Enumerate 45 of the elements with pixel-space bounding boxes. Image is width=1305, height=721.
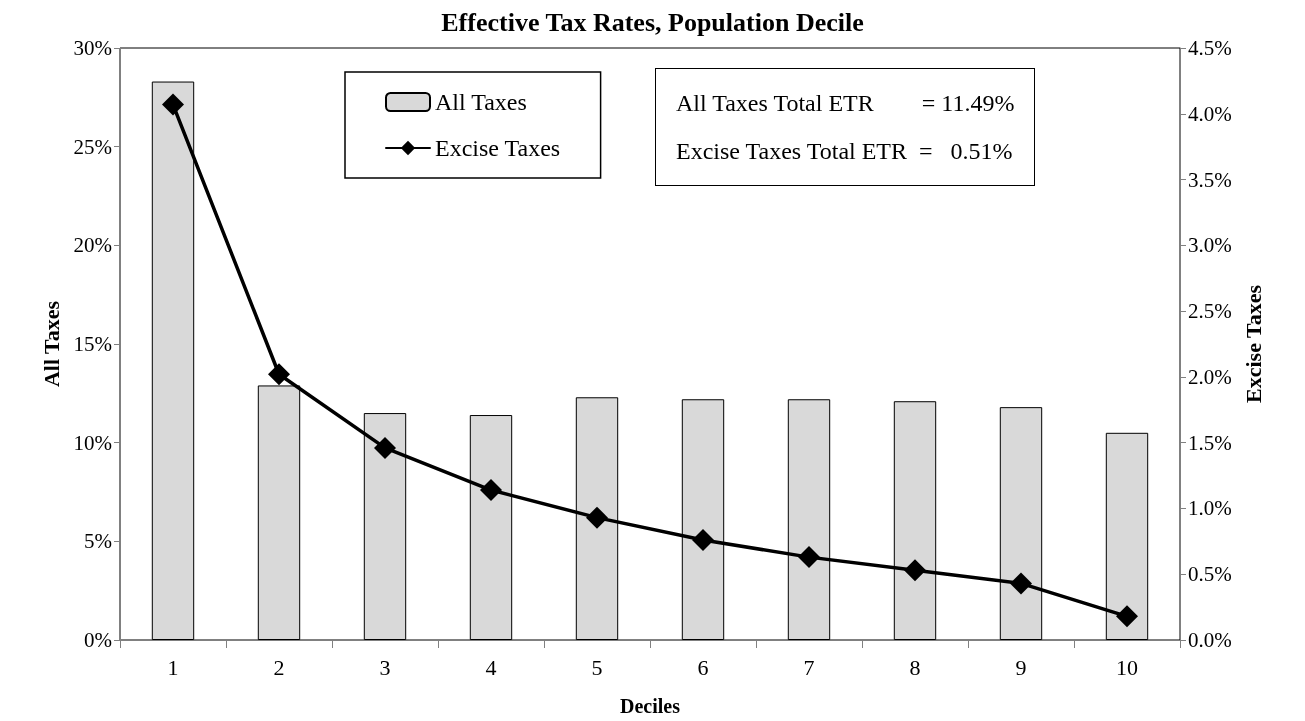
y-tick-label: 0% <box>84 628 112 652</box>
point <box>904 559 926 582</box>
y2-tick-label: 1.5% <box>1188 430 1232 455</box>
y-axis-title: All Taxes <box>38 300 64 388</box>
x-tick-label: 10 <box>1116 654 1138 680</box>
x-tick-label: 9 <box>1015 654 1027 680</box>
point <box>692 529 714 552</box>
y2-tick-label: 4.0% <box>1188 101 1232 126</box>
point <box>586 506 608 529</box>
point <box>268 363 290 386</box>
y-tick-label: 30% <box>73 36 112 60</box>
y2-tick-label: 1.0% <box>1188 496 1232 521</box>
y-tick-label: 25% <box>73 134 112 159</box>
y2-tick-label: 2.5% <box>1188 299 1232 324</box>
y2-tick-label: 0.5% <box>1188 562 1232 587</box>
point <box>480 479 502 502</box>
x-tick-label: 1 <box>167 654 179 680</box>
point <box>1010 572 1032 595</box>
y2-tick-label: 3.0% <box>1188 233 1232 258</box>
y2-tick-label: 2.0% <box>1188 364 1232 389</box>
point <box>162 93 184 116</box>
y-tick-label: 5% <box>84 529 112 554</box>
x-tick-label: 8 <box>909 654 921 680</box>
chart-title: Effective Tax Rates, Population Decile <box>441 7 864 37</box>
x-tick-label: 4 <box>485 654 497 680</box>
x-tick-label: 3 <box>379 654 391 680</box>
x-tick-label: 5 <box>591 654 603 680</box>
point <box>1116 605 1138 628</box>
annotation: All Taxes Total ETR = 11.49% <box>676 89 1015 118</box>
x-tick-label: 2 <box>273 654 285 680</box>
y2-tick-label: 3.5% <box>1188 167 1232 192</box>
x-tick-label: 7 <box>803 654 815 680</box>
legend-label: Excise Taxes <box>435 135 561 161</box>
y2-axis-title: Excise Taxes <box>1241 284 1267 403</box>
x-axis-title: Deciles <box>620 695 681 717</box>
legend-label: All Taxes <box>435 89 527 115</box>
point <box>374 436 396 459</box>
y-tick-label: 10% <box>73 430 112 455</box>
y-tick-label: 20% <box>73 233 112 258</box>
annotation: Excise Taxes Total ETR = 0.51% <box>676 137 1014 166</box>
y2-tick-label: 4.5% <box>1188 36 1232 60</box>
point <box>798 546 820 569</box>
y2-tick-label: 0.0% <box>1188 628 1232 652</box>
y-tick-label: 15% <box>73 332 112 356</box>
x-tick-label: 6 <box>697 654 709 680</box>
